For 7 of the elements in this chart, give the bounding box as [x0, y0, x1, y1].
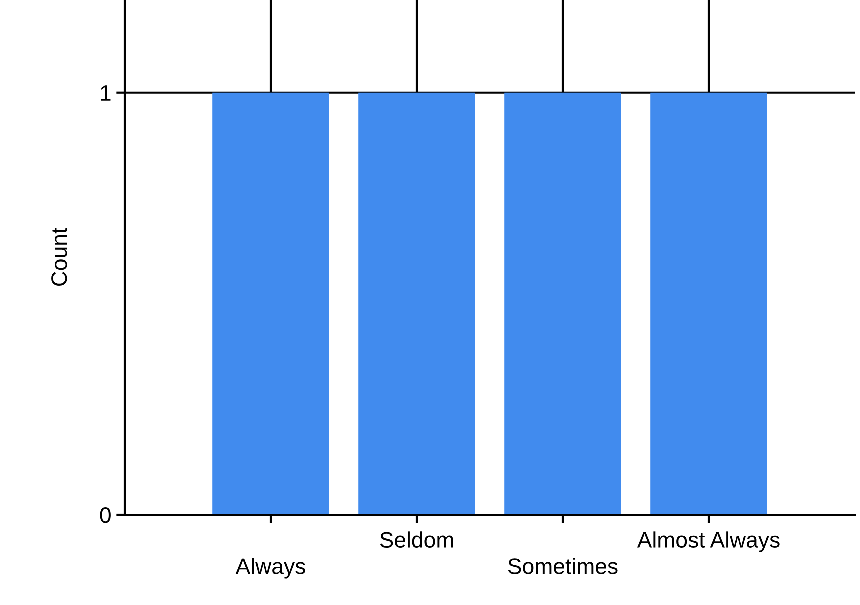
y-tick-label: 0: [100, 508, 111, 524]
x-tick-label: Sometimes: [508, 558, 618, 574]
y-axis-title: Count: [52, 228, 68, 286]
y-tick-label: 1: [101, 86, 111, 101]
x-tick-label: Always: [236, 558, 306, 579]
x-tick-label: Almost Always: [637, 532, 780, 552]
x-tick-label: Seldom: [380, 532, 454, 548]
